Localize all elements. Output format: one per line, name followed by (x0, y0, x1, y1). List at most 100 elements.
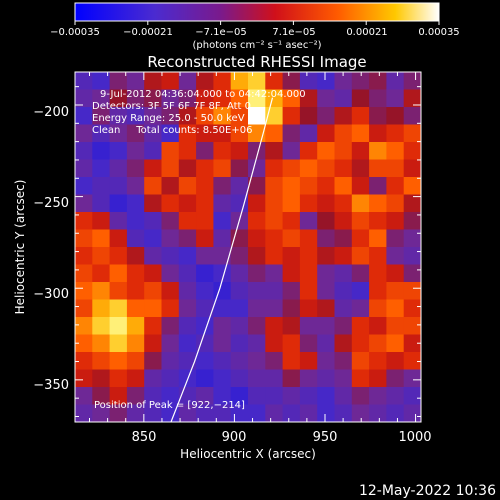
heatmap-cell (144, 352, 163, 371)
heatmap-cell (369, 282, 387, 301)
heatmap-cell (282, 159, 301, 178)
heatmap-cell (386, 107, 405, 126)
heatmap-cell (144, 247, 163, 266)
heatmap-cell (126, 404, 145, 422)
heatmap-cell (75, 142, 93, 161)
heatmap-cell (92, 212, 111, 231)
heatmap-image (75, 72, 421, 422)
heatmap-cell (213, 299, 232, 318)
heatmap-cell (386, 124, 405, 143)
heatmap-cell (248, 334, 266, 353)
y-tick-label: −350 (33, 378, 69, 393)
heatmap-cell (144, 387, 163, 406)
heatmap-cell (144, 159, 163, 178)
heatmap-cell (144, 264, 163, 283)
x-tick-label: 950 (313, 430, 338, 445)
heatmap-cell (213, 194, 232, 213)
heatmap-cell (351, 229, 370, 248)
heatmap-cell (92, 107, 111, 126)
heatmap-cell (161, 317, 180, 336)
heatmap-cell (351, 404, 370, 422)
heatmap-cell (161, 334, 180, 353)
heatmap-cell (144, 142, 163, 161)
heatmap-cell (369, 369, 387, 388)
heatmap-cell (403, 352, 421, 371)
heatmap-cell (403, 72, 421, 91)
heatmap-cell (299, 299, 318, 318)
heatmap-cell (248, 159, 266, 178)
heatmap-cell (265, 72, 284, 91)
heatmap-cell (196, 352, 214, 371)
annotation-energy-range: Energy Range: 25.0 - 50.0 keV (92, 113, 245, 124)
heatmap-cell (299, 369, 318, 388)
heatmap-cell (386, 247, 405, 266)
heatmap-cell (369, 352, 387, 371)
heatmap-cell (317, 229, 336, 248)
heatmap-cell (109, 159, 128, 178)
heatmap-cell (109, 124, 128, 143)
heatmap-cell (230, 159, 249, 178)
heatmap-cell (351, 282, 370, 301)
heatmap-cell (161, 72, 180, 91)
heatmap-cell (75, 229, 93, 248)
heatmap-cell (126, 177, 145, 196)
heatmap-cell (351, 177, 370, 196)
heatmap-cell (213, 264, 232, 283)
heatmap-cell (213, 404, 232, 422)
heatmap-cell (403, 282, 421, 301)
heatmap-cell (144, 212, 163, 231)
heatmap-cell (213, 387, 232, 406)
heatmap-cell (265, 194, 284, 213)
heatmap-cell (178, 229, 197, 248)
heatmap-cell (126, 264, 145, 283)
heatmap-cell (213, 352, 232, 371)
heatmap-cell (386, 159, 405, 178)
colorbar-unit-label: (photons cm⁻² s⁻¹ asec⁻²) (192, 40, 321, 51)
heatmap-cell (109, 369, 128, 388)
heatmap-cell (282, 194, 301, 213)
heatmap-cell (386, 387, 405, 406)
heatmap-cell (161, 352, 180, 371)
heatmap-cell (248, 72, 266, 91)
heatmap-cell (248, 282, 266, 301)
heatmap-cell (351, 299, 370, 318)
heatmap-cell (386, 369, 405, 388)
heatmap-cell (126, 107, 145, 126)
heatmap-cell (144, 89, 163, 108)
heatmap-cell (213, 369, 232, 388)
heatmap-cell (75, 352, 93, 371)
heatmap-cell (230, 282, 249, 301)
heatmap-cell (92, 229, 111, 248)
heatmap-cell (403, 404, 421, 422)
annotation-clean-counts: Clean Total counts: 8.50E+06 (92, 125, 252, 136)
heatmap-cell (144, 299, 163, 318)
heatmap-cell (75, 177, 93, 196)
colorbar-tick-label: −0.00035 (50, 27, 100, 38)
heatmap-cell (230, 369, 249, 388)
heatmap-cell (282, 317, 301, 336)
heatmap-cell (334, 334, 353, 353)
heatmap-cell (351, 107, 370, 126)
heatmap-cell (282, 72, 301, 91)
heatmap-cell (369, 72, 387, 91)
heatmap-cell (265, 107, 284, 126)
heatmap-cell (109, 212, 128, 231)
heatmap-cell (230, 124, 249, 143)
heatmap-cell (126, 229, 145, 248)
heatmap-cell (178, 299, 197, 318)
colorbar-ticks (74, 21, 440, 25)
heatmap-cell (403, 177, 421, 196)
heatmap-cell (178, 159, 197, 178)
heatmap-cell (230, 72, 249, 91)
heatmap-cell (230, 142, 249, 161)
heatmap-cell (248, 317, 266, 336)
heatmap-cell (161, 299, 180, 318)
heatmap-cell (317, 89, 336, 108)
y-tick-label: −200 (33, 105, 69, 120)
heatmap-cell (126, 334, 145, 353)
heatmap-cell (144, 282, 163, 301)
heatmap-cell (109, 194, 128, 213)
heatmap-cell (196, 194, 214, 213)
heatmap-cell (386, 282, 405, 301)
heatmap-cell (317, 159, 336, 178)
